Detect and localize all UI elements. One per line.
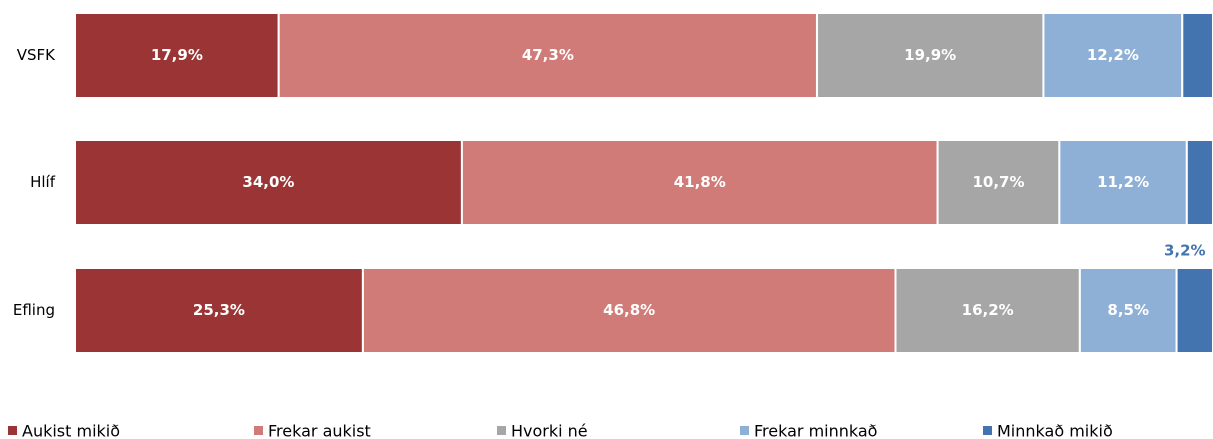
value-label: 16,2% — [962, 301, 1014, 319]
legend-label: Frekar aukist — [268, 422, 371, 439]
value-label: 8,5% — [1107, 301, 1149, 319]
bar-segment — [74, 267, 364, 354]
value-label: 41,8% — [674, 173, 726, 191]
legend-swatch — [254, 426, 263, 435]
bar-segment — [460, 139, 939, 226]
category-label: Hlíf — [30, 173, 56, 191]
legend-swatch — [497, 426, 506, 435]
bar-segment — [74, 12, 280, 99]
bar-segment — [1185, 139, 1213, 226]
category-label: Efling — [13, 301, 55, 319]
value-label: 12,2% — [1087, 46, 1139, 64]
value-label: 46,8% — [603, 301, 655, 319]
value-label: 3,2% — [1164, 242, 1206, 260]
legend-label: Aukist mikið — [22, 422, 120, 439]
legend-label: Minnkað mikið — [997, 422, 1113, 439]
bar-segment — [361, 267, 897, 354]
value-label: 25,3% — [193, 301, 245, 319]
value-label: 10,7% — [972, 173, 1024, 191]
bar-segment — [277, 12, 818, 99]
value-label: 11,2% — [1097, 173, 1149, 191]
bar-segment — [74, 139, 463, 226]
legend-label: Frekar minnkað — [754, 422, 877, 439]
legend-swatch — [983, 426, 992, 435]
legend-label: Hvorki né — [511, 422, 588, 439]
bar-segment — [1175, 267, 1213, 354]
value-label: 19,9% — [904, 46, 956, 64]
category-label: VSFK — [17, 46, 56, 64]
bar-segment — [815, 12, 1045, 99]
value-label: 47,3% — [522, 46, 574, 64]
legend-swatch — [740, 426, 749, 435]
bar-segment — [936, 139, 1061, 226]
bar-segment — [1181, 12, 1213, 99]
bar-segment — [1078, 267, 1178, 354]
value-label: 34,0% — [242, 173, 294, 191]
bar-segment — [1058, 139, 1188, 226]
value-label: 17,9% — [151, 46, 203, 64]
legend-swatch — [8, 426, 17, 435]
